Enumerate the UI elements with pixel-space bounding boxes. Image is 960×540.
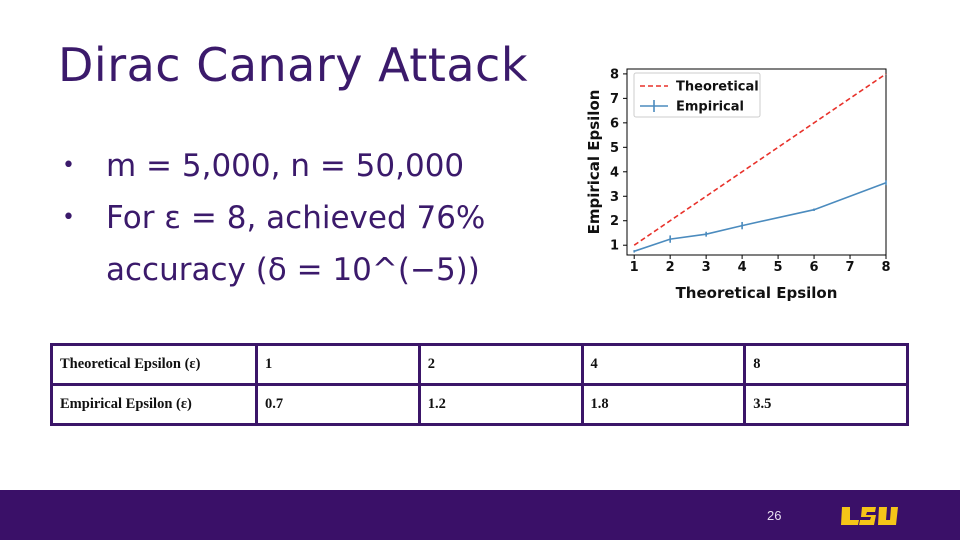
legend-label: Theoretical (676, 80, 759, 95)
bullet-dot-icon: • (62, 205, 75, 230)
y-tick-label: 7 (610, 92, 619, 107)
epsilon-table: Theoretical Epsilon (ε) 1 2 4 8 Empirica… (50, 343, 909, 426)
y-tick-label: 1 (610, 239, 619, 254)
x-tick-label: 6 (810, 260, 819, 275)
table-row: Theoretical Epsilon (ε) 1 2 4 8 (50, 343, 909, 386)
y-tick-label: 2 (610, 214, 619, 229)
bullet-text: For ε = 8, achieved 76% accuracy (δ = 10… (106, 200, 486, 288)
bullet-text: m = 5,000, n = 50,000 (106, 148, 465, 184)
table-cell: 1.2 (417, 383, 584, 426)
epsilon-line-chart: 1 2 3 4 5 6 7 8 1 2 3 4 5 6 7 8 Theoretical Epsilon Empir… (585, 67, 891, 302)
table-row-header: Empirical Epsilon (ε) (50, 383, 258, 426)
table-cell: 4 (580, 343, 747, 386)
y-tick-label: 3 (610, 190, 619, 205)
x-axis-label: Theoretical Epsilon (676, 284, 838, 302)
page-number: 26 (767, 508, 782, 523)
x-tick-label: 3 (702, 260, 711, 275)
lsu-logo-icon (841, 507, 898, 525)
table-cell: 2 (417, 343, 584, 386)
y-tick-label: 8 (610, 67, 619, 82)
series-line-theoretical (633, 73, 887, 246)
bullet-item: • For ε = 8, achieved 76% accuracy (δ = … (62, 192, 542, 296)
bullet-item: • m = 5,000, n = 50,000 (62, 140, 542, 192)
table-cell: 3.5 (743, 383, 909, 426)
table-row: Empirical Epsilon (ε) 0.7 1.2 1.8 3.5 (50, 383, 909, 426)
x-tick-label: 8 (881, 260, 890, 275)
table-cell: 1 (255, 343, 421, 386)
y-tick-label: 6 (610, 116, 619, 131)
bullet-dot-icon: • (62, 153, 75, 178)
table-cell: 0.7 (255, 383, 421, 426)
y-tick-label: 4 (610, 165, 619, 180)
footer-bar: 26 (0, 490, 960, 540)
x-tick-label: 7 (846, 260, 855, 275)
y-tick-label: 5 (610, 141, 619, 156)
x-tick-label: 1 (630, 260, 639, 275)
x-tick-label: 5 (774, 260, 783, 275)
x-tick-label: 2 (666, 260, 675, 275)
y-axis-label: Empirical Epsilon (585, 90, 603, 235)
legend-label: Empirical (676, 100, 744, 115)
slide-title: Dirac Canary Attack (58, 38, 528, 92)
table-cell: 8 (743, 343, 909, 386)
bullet-list: • m = 5,000, n = 50,000 • For ε = 8, ach… (62, 140, 542, 296)
series-line-empirical (633, 182, 887, 253)
table-row-header: Theoretical Epsilon (ε) (50, 343, 258, 386)
table-cell: 1.8 (580, 383, 747, 426)
x-tick-label: 4 (738, 260, 747, 275)
